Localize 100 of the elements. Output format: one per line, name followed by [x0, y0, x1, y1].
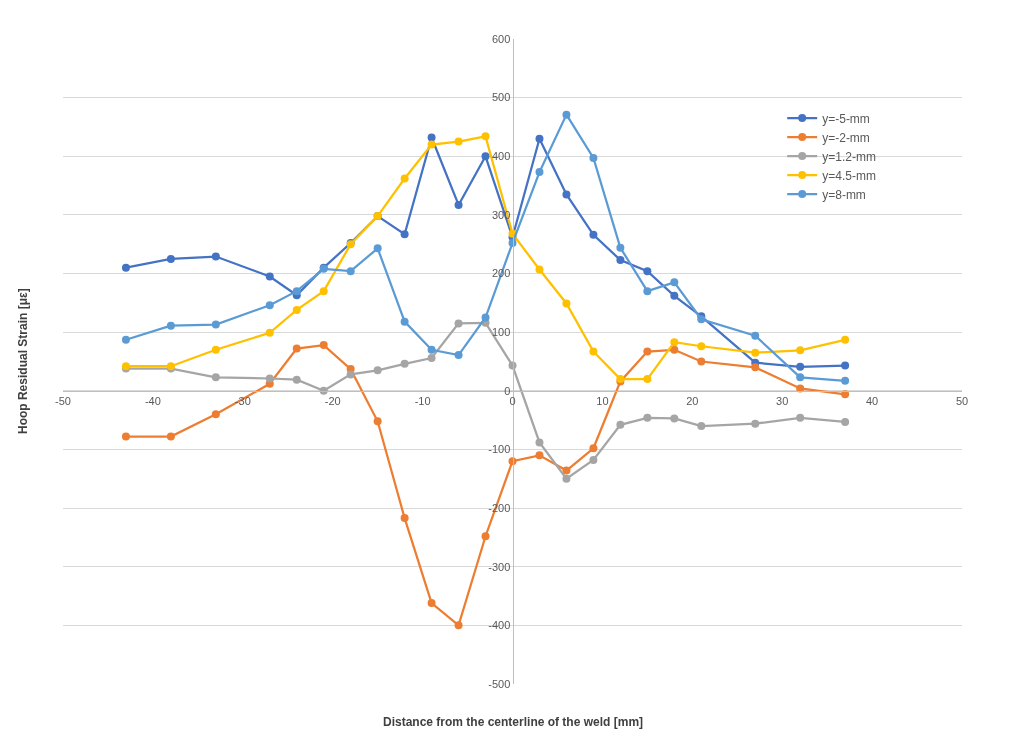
point — [265, 374, 274, 383]
y-tick-label: -300 — [488, 560, 511, 573]
point — [373, 366, 382, 375]
point — [643, 375, 652, 384]
point — [562, 110, 571, 119]
point — [454, 137, 463, 146]
point — [346, 267, 355, 276]
point — [697, 342, 706, 351]
point — [562, 474, 571, 483]
legend-label: y=8-mm — [822, 187, 866, 202]
point — [841, 417, 850, 426]
x-axis-title: Distance from the centerline of the weld [mm] — [383, 715, 644, 729]
y-tick-label: 0 — [504, 384, 511, 397]
x-tick-label: 50 — [955, 395, 969, 408]
point — [400, 514, 409, 523]
point — [535, 265, 544, 274]
point — [796, 362, 805, 371]
point — [265, 328, 274, 337]
point — [265, 301, 274, 310]
point — [562, 190, 571, 199]
point — [841, 361, 850, 370]
point — [427, 140, 436, 149]
point — [841, 376, 850, 385]
y-tick-label: 100 — [491, 326, 511, 339]
point — [562, 299, 571, 308]
point — [400, 317, 409, 326]
point — [292, 305, 301, 314]
point — [211, 410, 220, 419]
x-tick-label: 30 — [776, 395, 789, 408]
point — [373, 417, 382, 426]
point — [751, 419, 760, 428]
point — [481, 532, 490, 541]
legend-label: y=1.2-mm — [822, 149, 876, 164]
point — [427, 599, 436, 608]
point — [643, 267, 652, 276]
point — [616, 256, 625, 265]
point — [697, 357, 706, 366]
point — [211, 345, 220, 354]
point — [670, 414, 679, 423]
point — [841, 335, 850, 344]
point — [319, 341, 328, 350]
point — [121, 335, 130, 344]
point — [166, 432, 175, 441]
point — [427, 353, 436, 362]
point — [589, 347, 598, 356]
x-tick-label: -40 — [144, 395, 161, 408]
point — [265, 272, 274, 281]
point — [670, 291, 679, 300]
point — [346, 370, 355, 379]
x-tick-label: -20 — [324, 395, 341, 408]
point — [616, 420, 625, 429]
y-tick-label: 600 — [491, 32, 511, 45]
point — [796, 346, 805, 355]
x-tick-label: 40 — [865, 395, 879, 408]
point — [211, 373, 220, 382]
x-tick-label: -50 — [55, 395, 71, 408]
y-tick-label: -500 — [488, 677, 511, 690]
point — [427, 345, 436, 354]
y-tick-label: 500 — [491, 91, 511, 104]
point — [751, 331, 760, 340]
x-tick-label: 10 — [596, 395, 609, 408]
point — [643, 347, 652, 356]
point — [670, 338, 679, 347]
point — [670, 278, 679, 287]
point — [373, 244, 382, 253]
point — [319, 287, 328, 296]
y-tick-label: -400 — [488, 619, 511, 632]
point — [121, 263, 130, 272]
x-tick-label: -10 — [414, 395, 431, 408]
point — [535, 438, 544, 447]
point — [751, 348, 760, 357]
point — [211, 320, 220, 329]
point — [697, 422, 706, 430]
point — [616, 243, 625, 252]
point — [454, 621, 463, 630]
point — [481, 132, 490, 141]
point — [427, 133, 436, 142]
point — [535, 451, 544, 460]
point — [751, 363, 760, 372]
point — [589, 154, 598, 163]
point — [292, 344, 301, 353]
point — [562, 466, 571, 475]
y-tick-label: 400 — [491, 150, 511, 163]
point — [643, 287, 652, 296]
point — [166, 321, 175, 330]
point — [481, 152, 490, 161]
point — [535, 134, 544, 143]
y-axis-title: Hoop Residual Strain [με] — [16, 288, 31, 435]
point — [841, 390, 850, 399]
legend-label: y=-2-mm — [822, 130, 870, 145]
point — [454, 319, 463, 328]
point — [121, 432, 130, 441]
point — [670, 345, 679, 354]
point — [292, 375, 301, 384]
legend-label: y=4.5-mm — [822, 168, 876, 183]
point — [589, 444, 598, 453]
point — [454, 351, 463, 360]
point — [589, 456, 598, 465]
point — [643, 413, 652, 422]
point — [535, 168, 544, 177]
